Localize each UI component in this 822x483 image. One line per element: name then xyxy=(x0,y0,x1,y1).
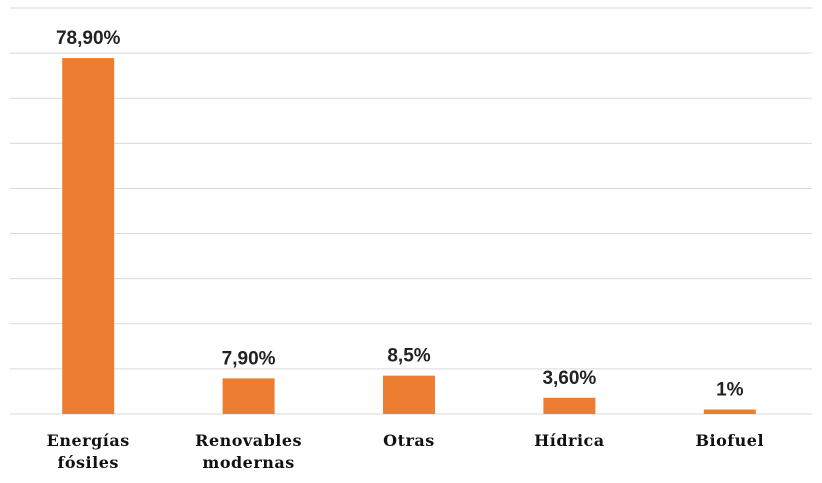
x-tick-label: Hídrica xyxy=(534,431,605,450)
data-label: 8,5% xyxy=(387,346,430,367)
data-label: 78,90% xyxy=(56,28,121,49)
x-tick-label: Renovables modernas xyxy=(195,431,303,472)
bar xyxy=(383,375,435,414)
x-tick-label: Energías fósiles xyxy=(46,431,130,472)
bar xyxy=(222,378,275,414)
data-label: 7,90% xyxy=(222,348,276,369)
data-label: 3,60% xyxy=(542,368,596,389)
x-tick-label: Biofuel xyxy=(695,431,765,450)
bar xyxy=(703,409,756,414)
bar xyxy=(543,397,596,414)
data-label: 1% xyxy=(716,379,744,400)
bar xyxy=(62,58,115,414)
x-tick-label: Otras xyxy=(383,431,435,450)
